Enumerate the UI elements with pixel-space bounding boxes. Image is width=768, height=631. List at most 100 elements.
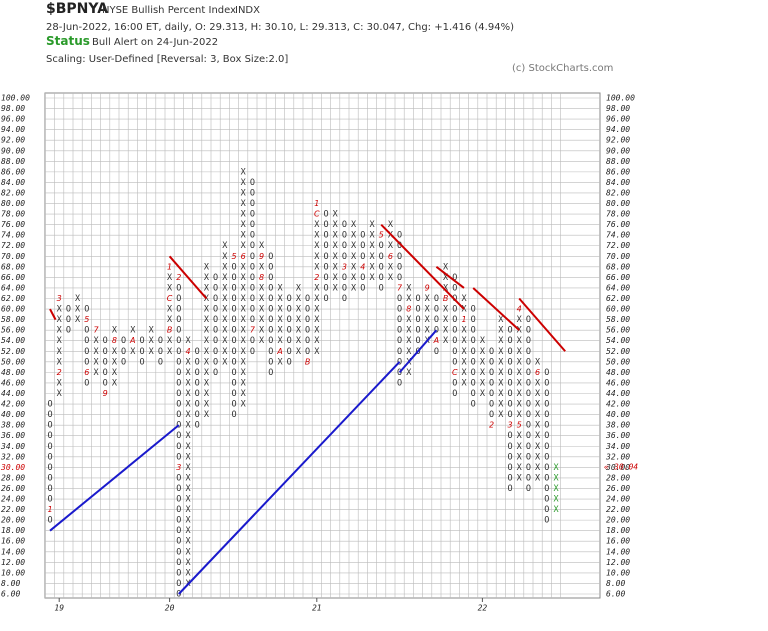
- y-tick-label-right: 72.00: [606, 241, 630, 250]
- box: X: [57, 389, 63, 399]
- box: O: [526, 400, 531, 410]
- box: O: [213, 357, 218, 367]
- month-marker: A: [433, 336, 439, 345]
- box: O: [84, 347, 89, 357]
- box: X: [296, 305, 302, 315]
- box: X: [167, 283, 173, 293]
- y-tick-label-left: 64.00: [1, 283, 25, 292]
- box: X: [553, 473, 559, 483]
- box: X: [406, 315, 412, 325]
- box: O: [176, 357, 181, 367]
- box: O: [250, 273, 255, 283]
- box: X: [314, 252, 320, 262]
- box: X: [517, 336, 523, 346]
- box: O: [176, 473, 181, 483]
- trend-line: [380, 223, 465, 310]
- box: X: [222, 241, 228, 251]
- box: O: [544, 400, 549, 410]
- box: O: [195, 421, 200, 431]
- month-marker: B: [305, 357, 311, 366]
- month-marker: 8: [406, 305, 411, 314]
- box: O: [342, 252, 347, 262]
- box: X: [185, 400, 191, 410]
- x-tick-label: 21: [312, 604, 322, 613]
- y-tick-label-left: 58.00: [1, 315, 25, 324]
- y-tick-label-right: 76.00: [606, 220, 630, 229]
- trend-line: [49, 308, 57, 321]
- box: O: [342, 294, 347, 304]
- box: X: [259, 262, 265, 272]
- trend-line: [178, 361, 401, 595]
- box: O: [397, 347, 402, 357]
- box: O: [342, 283, 347, 293]
- x-tick-label: 22: [478, 604, 488, 613]
- box: O: [250, 220, 255, 230]
- y-tick-label-right: 32.00: [605, 452, 630, 461]
- box: X: [204, 400, 210, 410]
- y-tick-label-right: 64.00: [606, 283, 630, 292]
- box: X: [535, 421, 541, 431]
- month-marker: 1: [167, 262, 172, 271]
- box: O: [507, 357, 512, 367]
- box: X: [277, 294, 283, 304]
- box: O: [176, 505, 181, 515]
- box: O: [397, 336, 402, 346]
- box: O: [489, 378, 494, 388]
- box: X: [93, 368, 99, 378]
- box: O: [176, 336, 181, 346]
- box: O: [360, 283, 365, 293]
- box: O: [176, 368, 181, 378]
- status: Bull Alert on 24-Jun-2022: [92, 37, 218, 48]
- y-tick-label-left: 68.00: [1, 262, 25, 271]
- box: X: [314, 283, 320, 293]
- box: O: [121, 357, 126, 367]
- y-tick-label-left: 42.00: [1, 400, 25, 409]
- box: O: [268, 283, 273, 293]
- box: O: [323, 262, 328, 272]
- x-tick-label: 20: [165, 604, 175, 613]
- y-tick-label-left: 82.00: [1, 188, 25, 197]
- box: O: [176, 400, 181, 410]
- box: X: [553, 484, 559, 494]
- box: O: [379, 241, 384, 251]
- box: O: [415, 315, 420, 325]
- month-marker: 4: [360, 262, 365, 271]
- box: X: [314, 220, 320, 230]
- y-tick-label-right: 68.00: [606, 262, 630, 271]
- box: X: [222, 357, 228, 367]
- box: X: [535, 431, 541, 441]
- box: X: [241, 241, 247, 251]
- y-tick-label-right: 16.00: [606, 537, 630, 546]
- box: O: [397, 273, 402, 283]
- box: O: [268, 273, 273, 283]
- month-marker: 7: [250, 326, 256, 335]
- y-tick-label-right: 60.00: [606, 305, 630, 314]
- box: O: [544, 389, 549, 399]
- box: O: [544, 473, 549, 483]
- box: O: [323, 252, 328, 262]
- box: X: [333, 262, 339, 272]
- y-tick-label-right: 56.00: [606, 326, 630, 335]
- box: O: [342, 231, 347, 241]
- box: X: [204, 336, 210, 346]
- box: O: [47, 484, 52, 494]
- box: O: [47, 410, 52, 420]
- box: O: [526, 347, 531, 357]
- box: O: [195, 400, 200, 410]
- box: X: [204, 305, 210, 315]
- box: O: [268, 326, 273, 336]
- box: X: [425, 305, 431, 315]
- box: O: [268, 252, 273, 262]
- box: O: [342, 220, 347, 230]
- box: X: [185, 389, 191, 399]
- box: X: [149, 326, 155, 336]
- box: X: [351, 273, 357, 283]
- box: X: [369, 231, 375, 241]
